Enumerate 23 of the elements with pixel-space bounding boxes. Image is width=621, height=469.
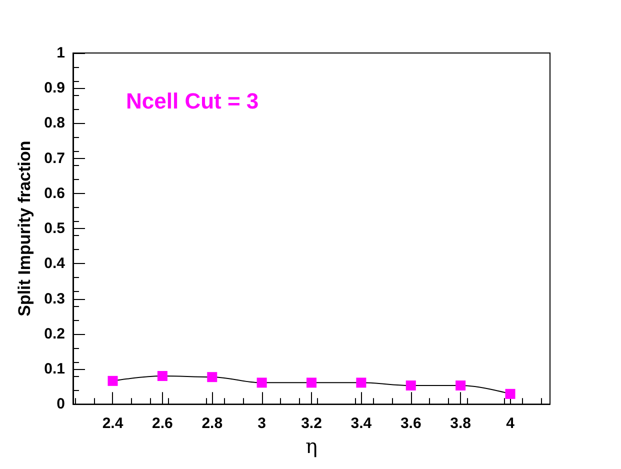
- x-tick-label: 3.2: [301, 415, 322, 432]
- y-tick-label: 0.5: [44, 220, 65, 238]
- y-tick-label: 0.2: [44, 325, 65, 342]
- x-tick-label: 2.8: [202, 415, 223, 432]
- x-tick-label: 2.4: [102, 415, 124, 432]
- x-axis-title: η: [306, 434, 318, 458]
- y-tick-label: 0.7: [44, 150, 65, 167]
- x-tick-label: 3.8: [450, 415, 471, 432]
- x-tick-label: 3.6: [400, 415, 422, 432]
- y-tick-label: 0.1: [44, 360, 65, 378]
- x-tick-label: 3.4: [350, 415, 372, 432]
- y-tick-label: 1: [56, 44, 65, 62]
- y-tick-label: 0.4: [44, 255, 66, 272]
- y-tick-label: 0.3: [44, 290, 65, 308]
- x-tick-label: 2.6: [152, 415, 173, 432]
- y-tick-label: 0.8: [44, 114, 65, 132]
- y-tick-label: 0.9: [44, 80, 65, 97]
- y-axis-title: Split Impurity fraction: [15, 140, 34, 316]
- y-tick-label: 0: [56, 396, 65, 413]
- x-tick-label: 3: [258, 415, 266, 432]
- x-tick-label: 4: [506, 415, 516, 432]
- annotation: Ncell Cut = 3: [126, 88, 259, 114]
- y-tick-label: 0.6: [44, 184, 65, 202]
